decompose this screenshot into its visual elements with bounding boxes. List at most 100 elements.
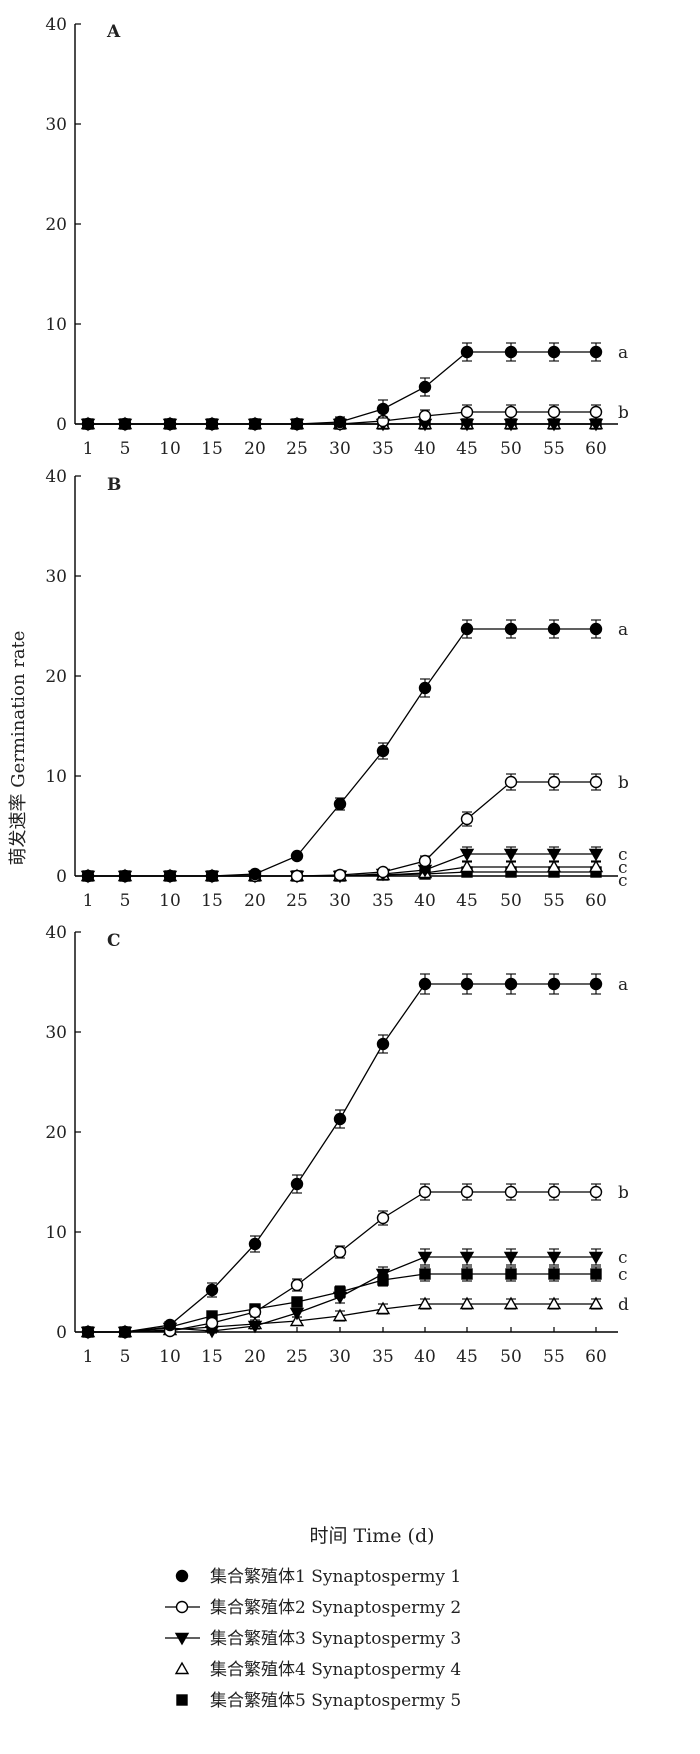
- series-line: [88, 983, 596, 1333]
- x-tick-label: 50: [500, 1347, 522, 1367]
- data-point: [376, 865, 390, 879]
- data-point: [588, 848, 604, 862]
- data-point: [419, 1268, 431, 1280]
- data-point: [504, 622, 518, 636]
- data-point: [461, 1268, 473, 1280]
- x-tick-label: 40: [414, 439, 436, 459]
- data-point: [588, 859, 604, 873]
- data-point: [333, 415, 347, 429]
- data-point: [546, 848, 562, 862]
- data-point: [289, 1307, 305, 1321]
- x-tick-label: 15: [201, 891, 223, 911]
- data-point: [290, 417, 304, 431]
- data-point: [504, 405, 518, 419]
- data-point: [247, 1320, 263, 1334]
- data-point: [459, 848, 475, 862]
- x-tick-label: 40: [414, 1347, 436, 1367]
- x-axis-label: 时间 Time (d): [309, 1525, 434, 1547]
- data-point: [205, 869, 219, 883]
- data-point: [546, 1296, 562, 1310]
- data-point: [248, 1237, 262, 1251]
- x-tick-label: 20: [244, 891, 266, 911]
- y-tick-label: 10: [45, 1223, 67, 1243]
- data-point: [546, 859, 562, 873]
- data-point: [547, 1185, 561, 1199]
- x-tick-label: 45: [456, 439, 478, 459]
- data-point: [588, 1251, 604, 1265]
- x-tick-label: 60: [585, 439, 607, 459]
- data-point: [460, 977, 474, 991]
- x-tick-label: 15: [201, 1347, 223, 1367]
- data-point: [417, 1296, 433, 1310]
- data-point: [418, 409, 432, 423]
- y-tick-label: 20: [45, 1123, 67, 1143]
- data-point: [333, 868, 347, 882]
- x-tick-label: 20: [244, 1347, 266, 1367]
- data-point: [460, 812, 474, 826]
- y-tick-label: 10: [45, 315, 67, 335]
- data-point: [81, 1325, 95, 1339]
- group-letter: b: [618, 403, 629, 423]
- data-point: [546, 1251, 562, 1265]
- data-point: [460, 405, 474, 419]
- legend-marker: [174, 1661, 190, 1675]
- legend-marker: [175, 1600, 189, 1614]
- data-point: [375, 1301, 391, 1315]
- group-letter: b: [618, 1183, 629, 1203]
- legend-label: 集合繁殖体5 Synaptospermy 5: [210, 1691, 461, 1711]
- data-point: [248, 1305, 262, 1319]
- data-point: [504, 977, 518, 991]
- x-tick-label: 35: [372, 439, 394, 459]
- group-letter: c: [618, 858, 628, 878]
- data-point: [460, 622, 474, 636]
- data-point: [504, 1185, 518, 1199]
- data-point: [459, 1296, 475, 1310]
- legend-item-1: 集合繁殖体1 Synaptospermy 1: [175, 1567, 461, 1587]
- data-point: [548, 1268, 560, 1280]
- x-tick-label: 45: [456, 891, 478, 911]
- x-tick-label: 1: [83, 1347, 94, 1367]
- data-point: [504, 775, 518, 789]
- data-point: [459, 1251, 475, 1265]
- x-tick-label: 30: [329, 1347, 351, 1367]
- x-tick-label: 25: [286, 891, 308, 911]
- legend-label: 集合繁殖体1 Synaptospermy 1: [210, 1567, 461, 1587]
- data-point: [376, 744, 390, 758]
- x-tick-label: 5: [120, 891, 131, 911]
- x-tick-label: 5: [120, 439, 131, 459]
- legend-item-3: 集合繁殖体3 Synaptospermy 3: [165, 1629, 461, 1649]
- x-tick-label: 60: [585, 1347, 607, 1367]
- data-point: [503, 848, 519, 862]
- x-tick-label: 30: [329, 891, 351, 911]
- data-point: [332, 1308, 348, 1322]
- series-line: [88, 628, 596, 877]
- group-letter: a: [618, 620, 628, 640]
- panel-label: C: [107, 931, 121, 951]
- legend-label: 集合繁殖体4 Synaptospermy 4: [210, 1660, 461, 1680]
- data-point: [589, 775, 603, 789]
- data-point: [376, 1037, 390, 1051]
- group-letter: c: [618, 845, 628, 865]
- group-letter: b: [618, 773, 629, 793]
- y-tick-label: 40: [45, 467, 67, 487]
- legend-label: 集合繁殖体2 Synaptospermy 2: [210, 1598, 461, 1618]
- x-tick-label: 10: [159, 1347, 181, 1367]
- series-line: [88, 351, 596, 425]
- y-tick-label: 20: [45, 215, 67, 235]
- x-tick-label: 50: [500, 891, 522, 911]
- series-2: [81, 773, 603, 883]
- data-point: [205, 417, 219, 431]
- data-point: [118, 1325, 132, 1339]
- x-tick-label: 35: [372, 891, 394, 911]
- data-point: [290, 1177, 304, 1191]
- data-point: [418, 854, 432, 868]
- legend-item-2: 集合繁殖体2 Synaptospermy 2: [165, 1598, 461, 1618]
- series-line: [88, 781, 596, 877]
- data-point: [589, 405, 603, 419]
- x-tick-label: 30: [329, 439, 351, 459]
- x-tick-label: 35: [372, 1347, 394, 1367]
- data-point: [418, 681, 432, 695]
- x-tick-label: 20: [244, 439, 266, 459]
